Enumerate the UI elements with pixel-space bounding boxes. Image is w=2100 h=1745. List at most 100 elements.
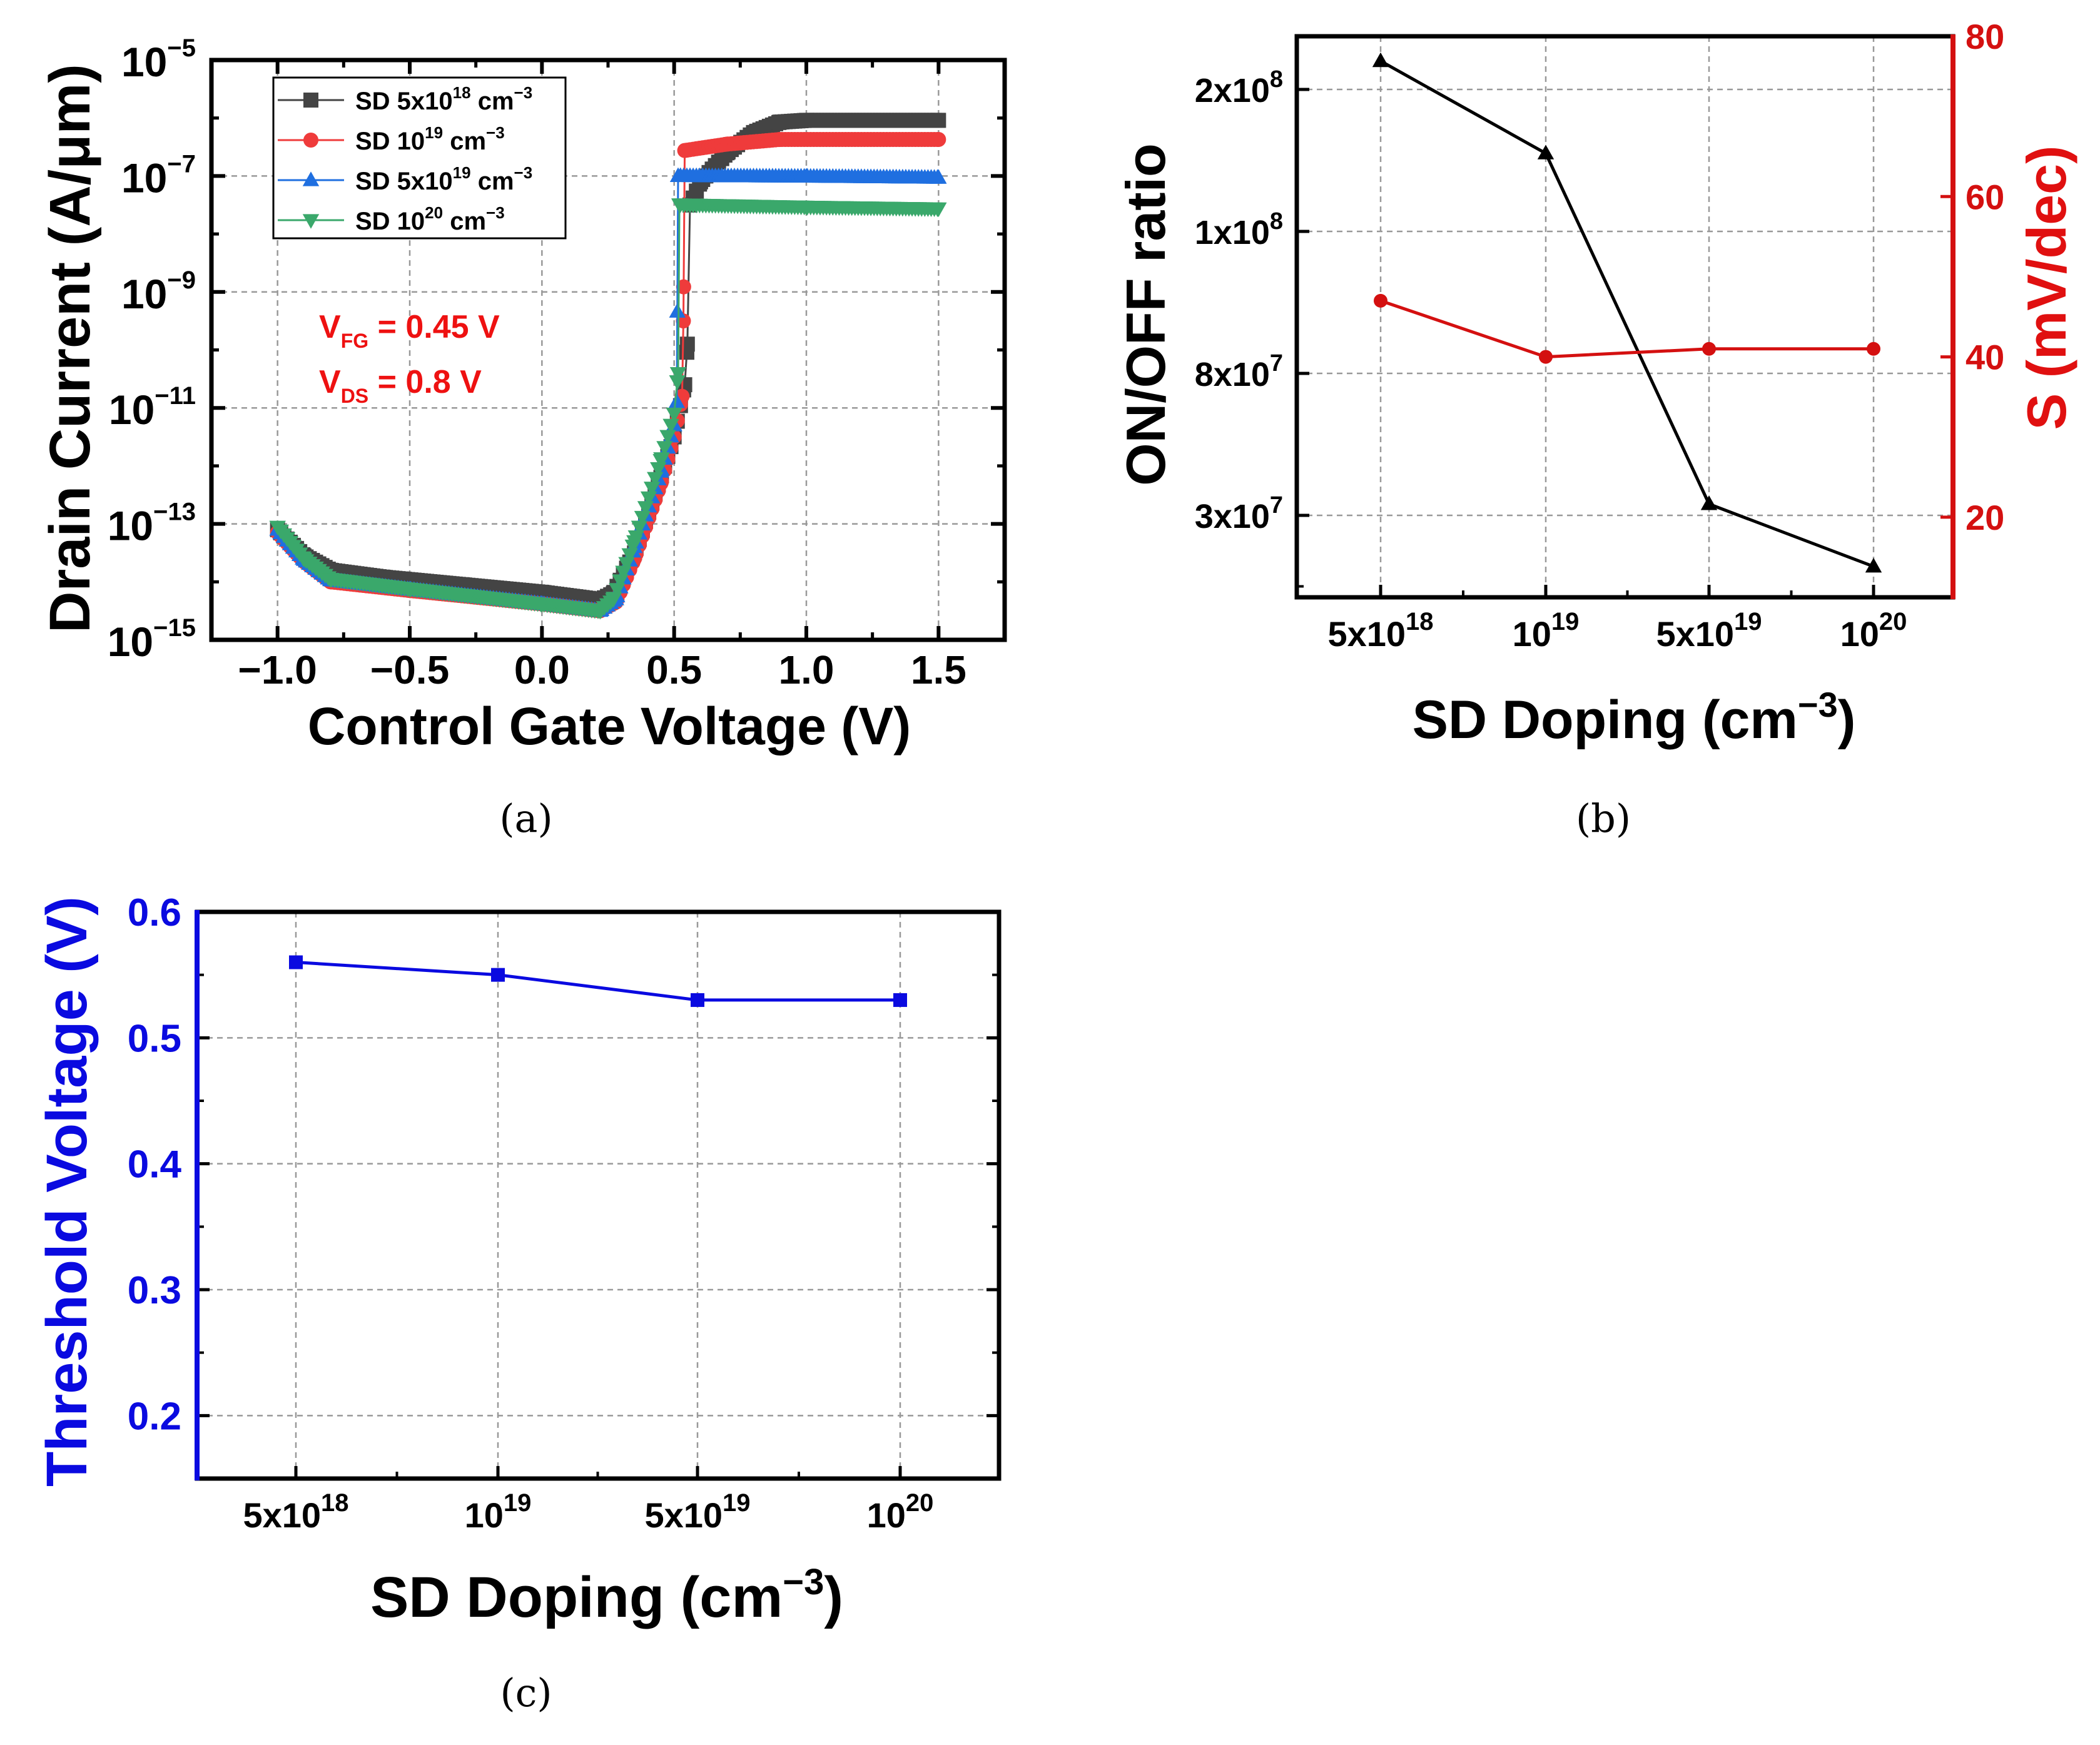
legend-label-part: SD 5x10 xyxy=(355,88,453,115)
legend-marker xyxy=(302,214,320,229)
annotation-subscript: FG xyxy=(341,330,368,352)
x-axis-title-part: Control Gate Voltage (V) xyxy=(308,697,911,756)
legend-label-exponent: −3 xyxy=(486,203,505,222)
legend-label-exponent: −3 xyxy=(514,163,533,182)
y-left-tick-label-part: 3x10 xyxy=(1195,498,1270,535)
data-point-marker xyxy=(1372,52,1389,68)
y-left-tick-label-exponent: 7 xyxy=(1270,492,1283,518)
y-right-tick-label: 60 xyxy=(1966,177,2004,216)
data-point-marker xyxy=(893,993,907,1007)
x-tick-label-exponent: 18 xyxy=(1406,608,1434,635)
x-tick-label-part: 0.0 xyxy=(514,647,570,692)
annotation-subscript: DS xyxy=(341,385,368,407)
plot-frame xyxy=(195,909,1002,1481)
y-axis-title-part: ON/OFF ratio xyxy=(1115,143,1177,486)
plot-frame xyxy=(1294,34,1955,600)
y-axis-title-part: Drain Current (A/μm) xyxy=(38,64,102,633)
data-point-marker xyxy=(931,113,946,128)
y-right-tick-label-part: 80 xyxy=(1966,17,2004,56)
x-tick-label-part: 0.5 xyxy=(646,647,702,692)
y-left-tick-label-exponent: 8 xyxy=(1270,66,1283,93)
y-left-tick-label: 3x107 xyxy=(1195,492,1283,535)
series-subthreshold-swing xyxy=(1374,293,1880,364)
legend-label-part: SD 10 xyxy=(355,208,425,235)
y-right-tick-label-part: 20 xyxy=(1966,498,2004,537)
data-point-marker xyxy=(1374,293,1387,308)
x-tick-label: 1020 xyxy=(1840,608,1907,654)
y2-axis-title: S (mV/dec) xyxy=(2016,146,2077,430)
x-tick-label-part: 5x10 xyxy=(1327,614,1406,654)
y-left-tick-label-part: 8x10 xyxy=(1195,356,1270,393)
x-axis-title: SD Doping (cm−3) xyxy=(1413,685,1856,750)
x-tick-label: −1.0 xyxy=(238,647,317,692)
y-tick-label: 10−9 xyxy=(121,266,196,317)
annotation: VDS = 0.8 V xyxy=(319,364,482,407)
y-left-tick-label-part: 2x10 xyxy=(1195,72,1270,109)
annotation-part: V xyxy=(319,309,341,345)
y-axis-title-part: Threshold Voltage (V) xyxy=(35,896,99,1487)
y-tick-label-part: 10 xyxy=(109,387,155,433)
y-tick-label-part: 10 xyxy=(108,503,153,549)
x-axis-title-exponent: −3 xyxy=(1798,685,1838,724)
legend-item: SD 5x1018 cm−3 xyxy=(278,83,532,115)
data-point-marker xyxy=(669,375,686,390)
x-tick-label-part: 10 xyxy=(465,1495,504,1535)
series-line xyxy=(1380,299,1874,359)
data-point-marker xyxy=(691,993,704,1007)
x-axis-title: SD Doping (cm−3) xyxy=(370,1562,843,1629)
data-point-marker xyxy=(1867,341,1880,356)
y-left-tick-label: 2x108 xyxy=(1195,66,1283,109)
data-point-marker xyxy=(647,472,664,487)
y-tick-label: 0.3 xyxy=(128,1269,181,1312)
legend-label-exponent: −3 xyxy=(514,83,533,102)
y-right-tick-label-part: 60 xyxy=(1966,177,2004,216)
caption-c: (c) xyxy=(500,1670,552,1716)
x-tick-label-part: 5x10 xyxy=(243,1495,321,1535)
y-left-tick-label: 1x108 xyxy=(1195,208,1283,251)
series-on-off-ratio xyxy=(1372,52,1882,573)
legend-label-exponent: 20 xyxy=(425,203,443,222)
legend-label-part: cm xyxy=(471,168,514,195)
caption-b: (b) xyxy=(1576,796,1631,841)
y-tick-label-exponent: −5 xyxy=(167,34,196,62)
x-tick-label-exponent: 20 xyxy=(1879,608,1907,635)
y-tick-label: 0.6 xyxy=(128,891,181,934)
annotation-part: V xyxy=(319,364,341,400)
y-right-tick-label: 20 xyxy=(1966,498,2004,537)
x-axis-title-part: ) xyxy=(824,1565,843,1629)
y-tick-label-part: 10 xyxy=(121,271,167,317)
legend-label-part: cm xyxy=(471,88,514,115)
y-tick-label-exponent: −7 xyxy=(167,150,196,178)
data-point-marker xyxy=(669,303,686,318)
y-tick-label-exponent: −9 xyxy=(167,266,196,294)
data-point-marker xyxy=(1700,495,1718,510)
legend-label-part: SD 5x10 xyxy=(355,168,453,195)
data-point-marker xyxy=(1865,557,1882,573)
series-line xyxy=(1379,59,1874,569)
x-tick-label: 5x1019 xyxy=(644,1489,750,1535)
data-point-marker xyxy=(669,367,687,382)
y-left-tick-label-exponent: 8 xyxy=(1270,208,1283,235)
data-point-marker xyxy=(1537,144,1555,159)
data-point-marker xyxy=(631,520,648,535)
y-tick-label-part: 10 xyxy=(121,154,167,201)
x-axis-title: Control Gate Voltage (V) xyxy=(308,697,911,756)
y-tick-label-exponent: −13 xyxy=(153,498,196,526)
x-tick-label: 0.5 xyxy=(646,647,702,692)
data-point-marker xyxy=(659,430,676,445)
x-tick-label: 1019 xyxy=(1513,608,1580,654)
x-tick-label: 0.0 xyxy=(514,647,570,692)
y-tick-label-exponent: −11 xyxy=(155,382,196,410)
panel-c: 5x1018 1019 5x1019 10200.20.30.40.50.6Thres… xyxy=(35,891,1002,1629)
y-tick-label: 10−15 xyxy=(108,614,196,665)
data-point-marker xyxy=(931,131,946,147)
y-axis-title: ON/OFF ratio xyxy=(1115,143,1177,486)
data-point-marker xyxy=(491,968,505,982)
x-tick-label: 5x1019 xyxy=(1656,608,1762,654)
legend-marker xyxy=(302,171,320,186)
data-point-marker xyxy=(930,169,947,184)
legend-label: SD 5x1019 cm−3 xyxy=(355,163,532,195)
x-axis-title-part: SD Doping (cm xyxy=(370,1565,783,1629)
y-tick-label: 0.2 xyxy=(128,1395,181,1438)
legend-label-exponent: 19 xyxy=(453,163,471,182)
